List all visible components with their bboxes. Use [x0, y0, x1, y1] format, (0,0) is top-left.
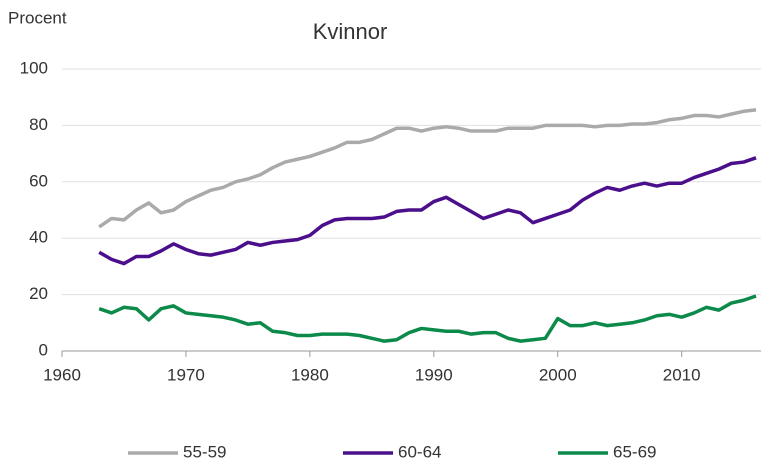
legend-label: 55-59 [183, 442, 226, 461]
x-tick-label: 2000 [539, 365, 577, 384]
y-tick-label: 40 [29, 228, 48, 247]
x-tick-label: 1980 [291, 365, 329, 384]
y-tick-label: 60 [29, 171, 48, 190]
x-tick-label: 2010 [663, 365, 701, 384]
series-line [98, 156, 757, 266]
series-line [98, 108, 757, 229]
x-tick-label: 1990 [415, 365, 453, 384]
x-tick-label: 1970 [167, 365, 205, 384]
legend-label: 65-69 [613, 442, 656, 461]
y-tick-label: 100 [20, 58, 48, 77]
y-tick-label: 80 [29, 115, 48, 134]
x-tick-label: 1960 [43, 365, 81, 384]
y-tick-label: 0 [39, 340, 48, 359]
y-tick-label: 20 [29, 284, 48, 303]
y-axis-label: Procent [8, 8, 67, 27]
series-line [98, 294, 757, 343]
chart-title: Kvinnor [313, 19, 388, 44]
legend-label: 60-64 [398, 442, 441, 461]
